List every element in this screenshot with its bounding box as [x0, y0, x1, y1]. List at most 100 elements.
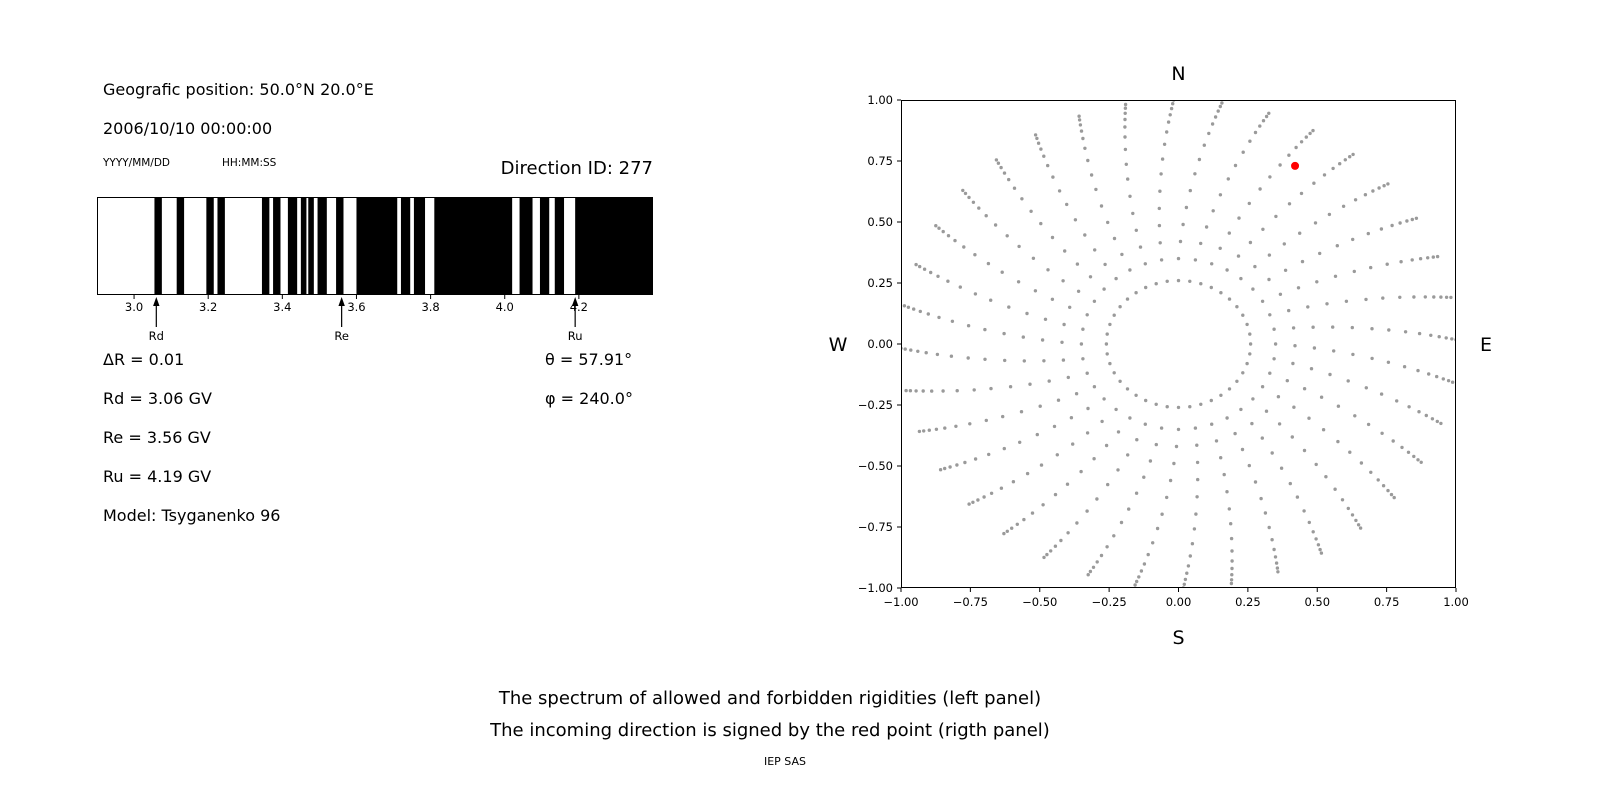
grid-dot — [1039, 463, 1044, 467]
grid-dot — [1314, 537, 1318, 541]
grid-dot — [1124, 162, 1128, 166]
grid-dot — [1247, 463, 1251, 468]
grid-dot — [1450, 380, 1455, 384]
grid-dot — [1340, 498, 1345, 502]
grid-dot — [1291, 326, 1296, 330]
grid-dot — [1227, 297, 1232, 301]
grid-dot — [1199, 282, 1203, 286]
x-tick-label: 0.50 — [1304, 595, 1330, 609]
grid-dot — [1439, 421, 1443, 426]
grid-dot — [1386, 488, 1390, 493]
grid-dot — [1260, 299, 1265, 303]
grid-dot — [1272, 357, 1276, 361]
grid-dot — [1293, 344, 1297, 348]
grid-dot — [936, 274, 940, 278]
grid-dot — [962, 245, 966, 249]
grid-dot — [1288, 481, 1292, 486]
grid-dot — [1178, 239, 1183, 244]
grid-dot — [918, 264, 922, 269]
grid-dot — [1325, 302, 1329, 306]
grid-dot — [1291, 361, 1295, 366]
grid-dot — [1211, 209, 1215, 213]
grid-dot — [1225, 268, 1229, 272]
grid-dot — [1050, 297, 1055, 301]
grid-dot — [1444, 295, 1449, 299]
grid-dot — [1144, 285, 1148, 290]
grid-dot — [1047, 379, 1051, 383]
grid-dot — [1078, 123, 1083, 127]
grid-dot — [1381, 484, 1386, 488]
allowed-band — [539, 197, 550, 295]
grid-dot — [1116, 468, 1120, 472]
grid-dot — [1176, 427, 1181, 432]
grid-dot — [1274, 214, 1278, 219]
grid-dot — [1331, 325, 1335, 329]
grid-dot — [1364, 297, 1368, 302]
grid-dot — [1142, 475, 1146, 479]
grid-dot — [1333, 274, 1338, 278]
grid-dot — [1248, 332, 1252, 336]
grid-dot — [1300, 259, 1305, 264]
grid-dot — [1086, 158, 1090, 163]
grid-dot — [1197, 157, 1202, 162]
grid-dot — [946, 234, 951, 238]
cutoff-marker-label: Re — [334, 329, 349, 343]
x-tick-label: 1.00 — [1443, 595, 1469, 609]
grid-dot — [1386, 360, 1391, 364]
grid-dot — [1103, 262, 1107, 267]
grid-dot — [1065, 202, 1069, 207]
allowed-band — [206, 197, 214, 295]
grid-dot — [1118, 379, 1122, 383]
grid-dot — [1302, 387, 1307, 391]
grid-dot — [1346, 379, 1350, 383]
grid-dot — [1358, 526, 1363, 530]
grid-dot — [1055, 453, 1059, 457]
allowed-band — [434, 197, 513, 295]
cutoff-marker-label: Rd — [149, 329, 164, 343]
grid-dot — [1022, 359, 1026, 363]
grid-dot — [1181, 222, 1185, 227]
grid-dot — [1011, 480, 1016, 484]
grid-dot — [1377, 186, 1381, 190]
grid-dot — [926, 312, 930, 316]
grid-dot — [961, 188, 965, 193]
grid-dot — [1195, 495, 1199, 499]
grid-dot — [973, 253, 977, 257]
grid-dot — [1218, 246, 1222, 250]
grid-dot — [1127, 507, 1131, 511]
grid-dot — [1040, 338, 1045, 342]
grid-dot — [941, 389, 945, 393]
grid-dot — [1233, 163, 1238, 168]
grid-dot — [1227, 387, 1232, 391]
grid-dot — [1258, 187, 1262, 191]
grid-dot — [1398, 221, 1402, 225]
grid-dot — [1100, 419, 1104, 424]
grid-dot — [1123, 106, 1128, 110]
grid-dot — [1437, 335, 1441, 339]
grid-dot — [912, 307, 916, 311]
grid-dot — [937, 315, 941, 320]
grid-dot — [1104, 443, 1109, 448]
allowed-band — [176, 197, 185, 295]
grid-dot — [1182, 582, 1186, 586]
grid-dot — [1062, 322, 1066, 327]
grid-dot — [1387, 328, 1391, 332]
x-tick-label: 3.8 — [421, 300, 439, 314]
grid-dot — [1165, 405, 1169, 409]
grid-dot — [1125, 297, 1130, 301]
grid-dot — [1015, 522, 1019, 526]
grid-dot — [1400, 445, 1404, 450]
grid-dot — [1302, 509, 1306, 513]
grid-dot — [1165, 279, 1169, 283]
grid-dot — [1210, 262, 1214, 266]
grid-dot — [1441, 377, 1445, 381]
grid-dot — [1106, 220, 1110, 225]
grid-dot — [1416, 368, 1420, 373]
grid-dot — [1085, 313, 1089, 317]
grid-dot — [1318, 251, 1322, 256]
grid-dot — [1008, 385, 1013, 389]
grid-dot — [934, 224, 938, 228]
grid-dot — [1350, 513, 1355, 517]
grid-dot — [1042, 555, 1046, 560]
grid-dot — [999, 165, 1003, 170]
